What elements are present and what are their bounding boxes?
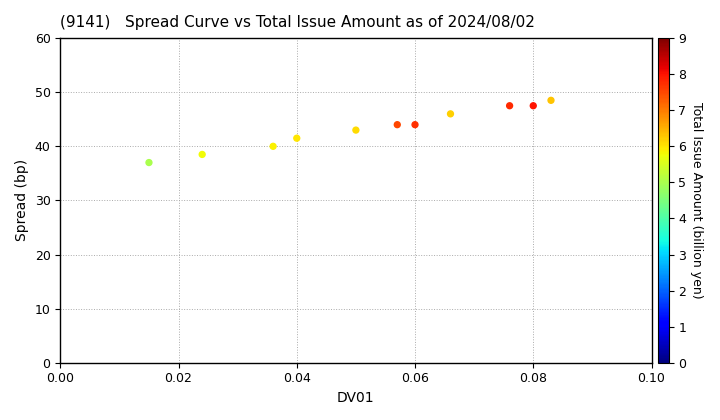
Y-axis label: Total Issue Amount (billion yen): Total Issue Amount (billion yen) [690,102,703,299]
Point [545,97,557,104]
Point [504,102,516,109]
X-axis label: DV01: DV01 [337,391,374,405]
Point [291,135,302,142]
Point [350,127,361,134]
Point [267,143,279,150]
Text: (9141)   Spread Curve vs Total Issue Amount as of 2024/08/02: (9141) Spread Curve vs Total Issue Amoun… [60,15,535,30]
Point [445,110,456,117]
Point [392,121,403,128]
Point [528,102,539,109]
Point [409,121,420,128]
Point [143,159,155,166]
Y-axis label: Spread (bp): Spread (bp) [15,159,29,242]
Point [197,151,208,158]
